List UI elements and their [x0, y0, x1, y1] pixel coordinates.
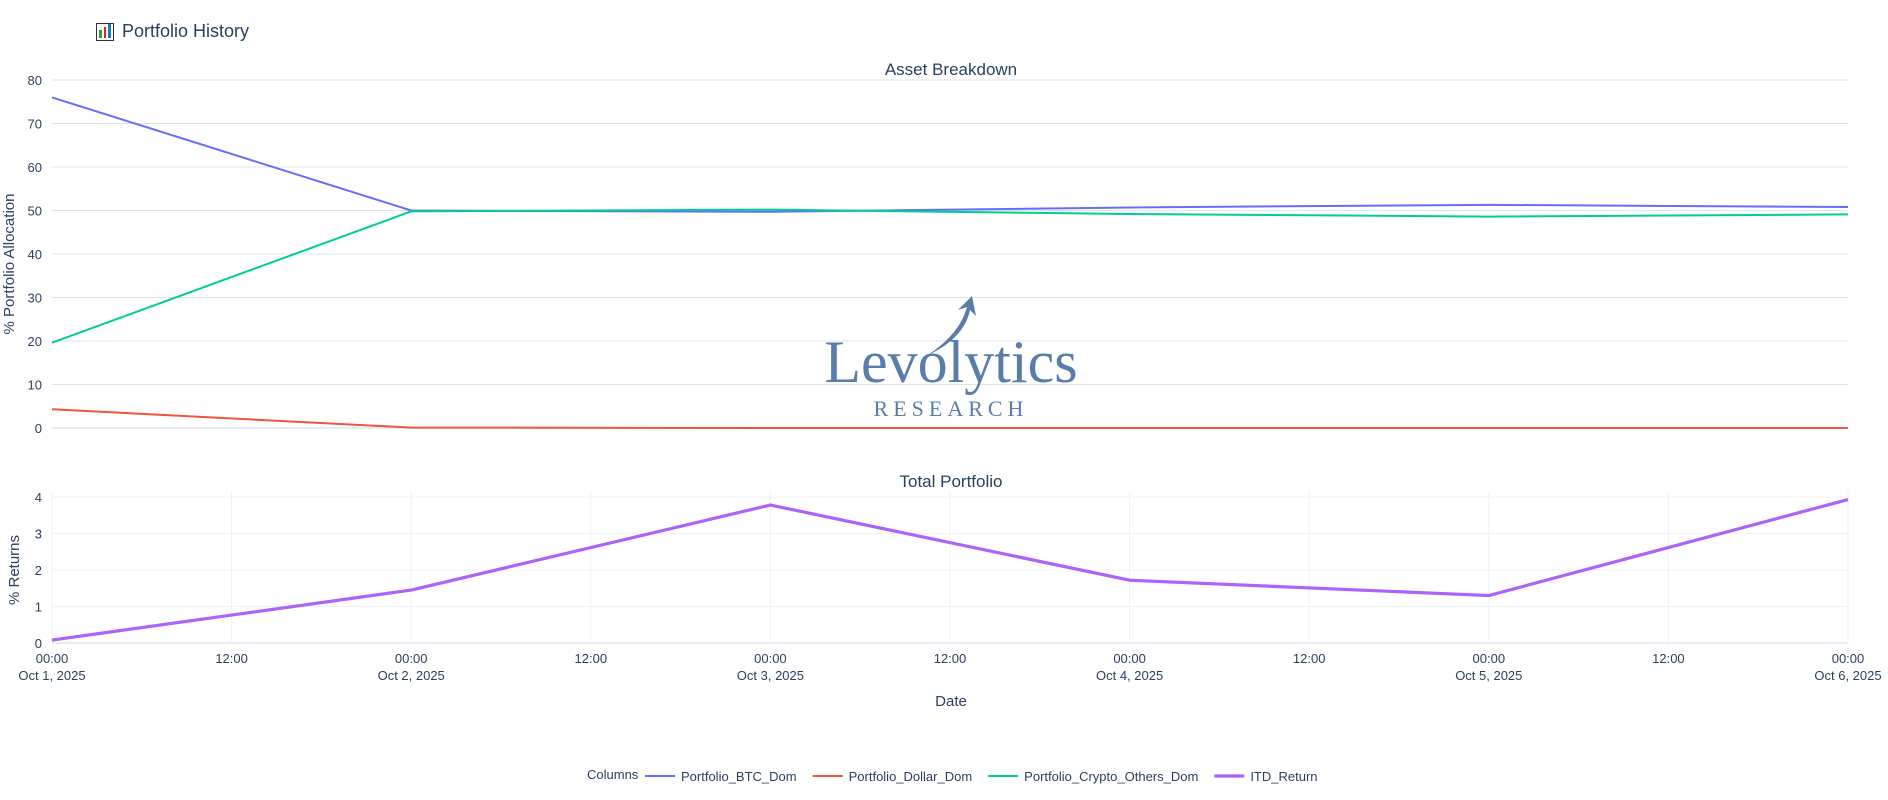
y-tick-label: 70 — [28, 117, 42, 132]
series-line-portfolio-crypto-others-dom[interactable] — [51, 208, 1849, 344]
x-tick-date-label: Oct 5, 2025 — [1455, 668, 1522, 683]
series-line-portfolio-dollar-dom[interactable] — [51, 408, 1848, 429]
x-axis-title: Date — [935, 693, 967, 710]
levolytics-logo: Levolytics RESEARCH — [824, 296, 1078, 421]
y-tick-label: 4 — [35, 490, 42, 505]
x-tick-label: 12:00 — [1652, 651, 1685, 666]
total-portfolio-grid: 0 1 2 3 4 — [35, 490, 1849, 651]
series-line-itd-return[interactable] — [51, 498, 1849, 642]
x-axis-ticks: 00:00 Oct 1, 2025 12:00 00:00 Oct 2, 2025 12:… — [18, 651, 1881, 683]
legend-item-portfolio-dollar-dom[interactable]: Portfolio_Dollar_Dom — [812, 769, 973, 784]
y-tick-label: 0 — [35, 636, 42, 651]
y-axis-title-returns: % Returns — [6, 535, 23, 605]
x-tick-label: 12:00 — [934, 651, 967, 666]
legend-item-itd-return[interactable]: ITD_Return — [1214, 769, 1318, 784]
legend-item-portfolio-crypto-others-dom[interactable]: Portfolio_Crypto_Others_Dom — [988, 769, 1198, 784]
page-title-text: Portfolio History — [122, 21, 250, 41]
x-tick-label: 00:00 — [395, 651, 428, 666]
legend: Columns Portfolio_BTC_Dom Portfolio_Dolla… — [587, 767, 1318, 784]
x-tick-label: 12:00 — [215, 651, 248, 666]
y-tick-label: 20 — [28, 334, 42, 349]
y-axis-title-allocation: % Portfolio Allocation — [1, 194, 18, 335]
legend-label: Portfolio_Crypto_Others_Dom — [1024, 769, 1198, 784]
y-tick-label: 50 — [28, 204, 42, 219]
y-tick-label: 3 — [35, 527, 42, 542]
y-tick-label: 60 — [28, 160, 42, 175]
page-title: Portfolio History — [96, 21, 249, 42]
y-tick-label: 30 — [28, 291, 42, 306]
y-tick-label: 1 — [35, 600, 42, 615]
y-tick-label: 2 — [35, 563, 42, 578]
legend-label: ITD_Return — [1250, 769, 1317, 784]
x-tick-date-label: Oct 6, 2025 — [1814, 668, 1881, 683]
total-portfolio-title: Total Portfolio — [900, 472, 1003, 491]
logo-wordmark: Levolytics — [824, 329, 1077, 395]
x-tick-label: 12:00 — [575, 651, 608, 666]
series-line-portfolio-btc-dom[interactable] — [51, 96, 1849, 213]
y-tick-label: 0 — [35, 421, 42, 436]
asset-breakdown-lines — [51, 96, 1849, 429]
y-tick-label: 80 — [28, 73, 42, 88]
x-tick-label: 12:00 — [1293, 651, 1326, 666]
x-tick-label: 00:00 — [1473, 651, 1506, 666]
x-tick-label: 00:00 — [1113, 651, 1146, 666]
legend-label: Portfolio_BTC_Dom — [681, 769, 797, 784]
x-tick-date-label: Oct 2, 2025 — [378, 668, 445, 683]
bar-chart-icon — [96, 22, 114, 41]
x-tick-label: 00:00 — [1832, 651, 1865, 666]
y-tick-label: 10 — [28, 378, 42, 393]
x-tick-date-label: Oct 1, 2025 — [18, 668, 85, 683]
legend-label: Portfolio_Dollar_Dom — [849, 769, 973, 784]
legend-item-portfolio-btc-dom[interactable]: Portfolio_BTC_Dom — [645, 769, 797, 784]
x-tick-date-label: Oct 4, 2025 — [1096, 668, 1163, 683]
legend-title: Columns — [587, 767, 639, 782]
logo-subtitle: RESEARCH — [874, 396, 1029, 421]
asset-breakdown-title: Asset Breakdown — [885, 60, 1017, 79]
logo-arrow-icon — [928, 296, 976, 355]
y-tick-label: 40 — [28, 247, 42, 262]
x-tick-date-label: Oct 3, 2025 — [737, 668, 804, 683]
x-tick-label: 00:00 — [754, 651, 787, 666]
total-portfolio-lines — [51, 498, 1849, 642]
x-tick-label: 00:00 — [36, 651, 69, 666]
